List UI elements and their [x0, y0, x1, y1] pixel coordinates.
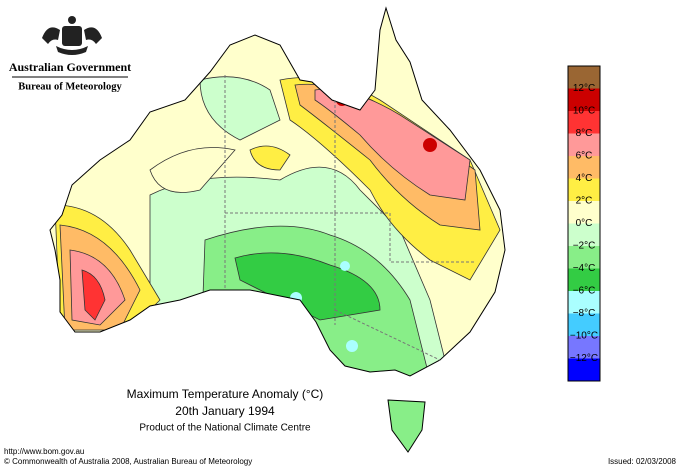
- legend-swatch: [568, 111, 600, 134]
- legend-swatch: [568, 66, 600, 89]
- bureau-name: Bureau of Meteorology: [18, 81, 122, 92]
- legend-swatch: [568, 178, 600, 201]
- source-url: http://www.bom.gov.au: [4, 447, 84, 456]
- legend-label: −10°C: [570, 331, 598, 342]
- map-credit: Product of the National Climate Centre: [139, 423, 311, 434]
- copyright: © Commonwealth of Australia 2008, Austra…: [4, 457, 252, 466]
- legend-label: −12°C: [570, 353, 598, 364]
- legend-swatch: [568, 133, 600, 156]
- legend-swatch: [568, 156, 600, 179]
- legend-label: 6°C: [576, 151, 593, 162]
- legend-label: 12°C: [573, 83, 595, 94]
- legend-label: −8°C: [573, 308, 596, 319]
- legend-label: −4°C: [573, 263, 596, 274]
- crest: [42, 16, 102, 55]
- legend-label: 2°C: [576, 196, 593, 207]
- legend-swatch: [568, 88, 600, 111]
- legend-swatch: [568, 268, 600, 291]
- legend-swatch: [568, 223, 600, 246]
- government-name: Australian Government: [9, 60, 131, 74]
- legend-frame: [567, 65, 601, 382]
- legend-label: −6°C: [573, 286, 596, 297]
- legend-swatch: [568, 201, 600, 224]
- legend-swatch: [568, 358, 600, 381]
- map-title: Maximum Temperature Anomaly (°C): [127, 387, 324, 401]
- legend-label: −2°C: [573, 241, 596, 252]
- legend-label: 0°C: [576, 218, 593, 229]
- legend-swatch: [568, 246, 600, 269]
- legend-swatch: [568, 336, 600, 359]
- tasmania: [387, 399, 426, 453]
- legend-swatch: [568, 313, 600, 336]
- legend-label: 10°C: [573, 106, 595, 117]
- map-date: 20th January 1994: [175, 404, 275, 418]
- legend-swatch: [568, 291, 600, 314]
- legend-label: 8°C: [576, 128, 593, 139]
- issued-date: Issued: 02/03/2008: [608, 457, 677, 466]
- legend-label: 4°C: [576, 173, 593, 184]
- legend: 12°C 10°C 8°C 6°C 4°C 2°C 0°C −2°C −4°C −6°C −8°C −…: [567, 65, 601, 382]
